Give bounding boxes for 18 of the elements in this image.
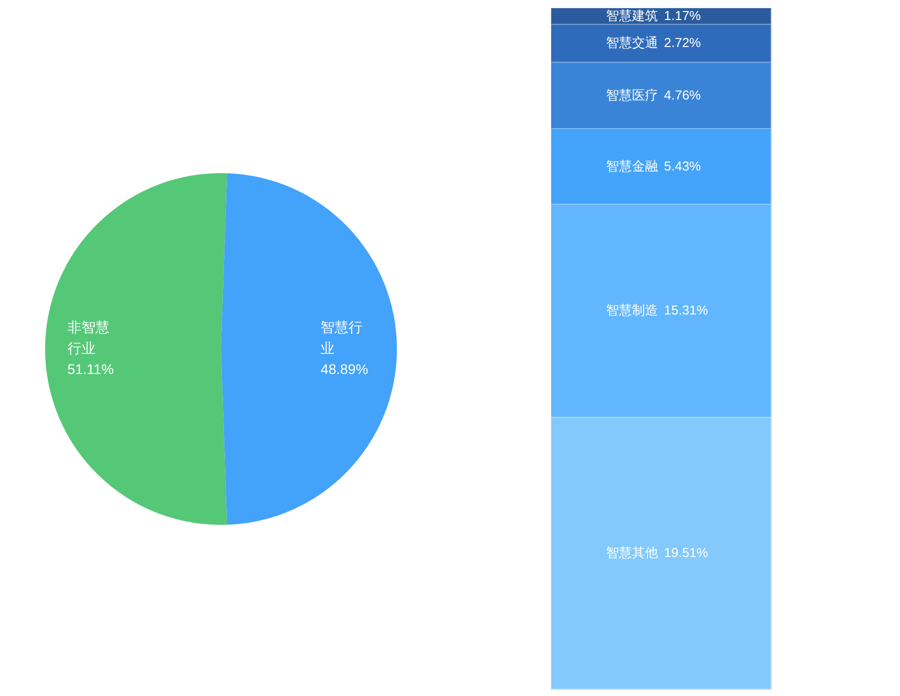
data-label: 2.72%	[664, 35, 702, 50]
data-label: 5.43%	[664, 158, 702, 174]
data-label: 4.76%	[664, 87, 702, 102]
data-label: 1.17%	[664, 8, 702, 24]
data-label: 51.11%	[67, 361, 114, 377]
series-label: 智慧金融	[606, 158, 658, 174]
series-label: 智慧交通	[606, 35, 658, 50]
pie-slice	[221, 173, 397, 525]
data-label: 19.51%	[664, 545, 709, 560]
series-label: 智慧制造	[606, 302, 658, 318]
series-label: 智慧医疗	[606, 87, 658, 102]
data-label: 48.89%	[320, 361, 368, 377]
slice-label: 非智慧行业	[67, 319, 110, 356]
pie-slice	[45, 173, 228, 525]
series-label: 智慧其他	[606, 545, 658, 560]
series-label: 智慧建筑	[606, 8, 658, 24]
data-label: 15.31%	[664, 302, 709, 318]
slice-label: 智慧行业	[320, 319, 363, 356]
